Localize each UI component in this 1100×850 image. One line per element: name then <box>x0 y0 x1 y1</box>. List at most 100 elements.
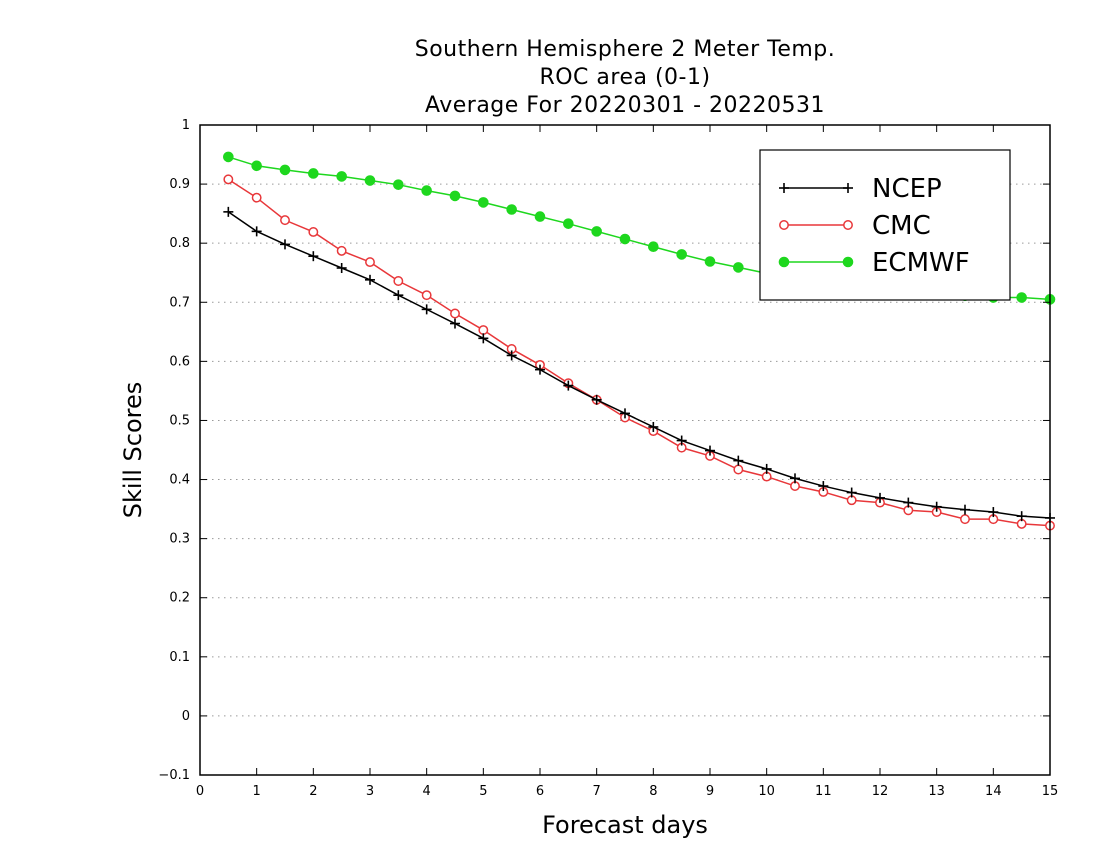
cmc-point <box>280 215 290 226</box>
ecmwf-point <box>534 211 546 222</box>
ecmwf-point <box>648 241 659 253</box>
title-line-2: ROC area (0-1) <box>539 65 711 90</box>
ecmwf-point <box>336 171 347 182</box>
legend-marker <box>778 256 790 268</box>
cmc-point <box>450 308 460 319</box>
x-tick-label: 8 <box>649 784 657 799</box>
ncep-point <box>931 501 942 512</box>
ncep-point <box>676 435 687 446</box>
cmc-point <box>308 227 319 237</box>
y-tick-label: 0.1 <box>169 650 190 665</box>
ncep-point <box>421 304 432 315</box>
ecmwf-point <box>308 168 319 179</box>
x-tick-label: 6 <box>536 784 544 799</box>
legend-entry-ecmwf: ECMWF <box>778 248 970 278</box>
ecmwf-point <box>676 249 687 260</box>
series-ncep <box>223 206 1055 523</box>
x-tick-labels: 0 1 2 3 4 5 6 7 8 9 10 11 12 13 14 15 <box>196 784 1058 799</box>
legend-marker <box>779 220 789 230</box>
axis-ticks <box>199 124 1051 776</box>
x-tick-label: 14 <box>985 784 1002 799</box>
cmc-point <box>336 245 347 256</box>
x-axis-title: Forecast days <box>542 811 708 839</box>
ncep-point <box>903 497 914 508</box>
ncep-point <box>450 318 460 329</box>
ncep-point <box>365 274 375 285</box>
y-tick-label: 0 <box>182 709 190 724</box>
ecmwf-point <box>251 160 262 172</box>
ncep-point <box>705 445 715 456</box>
x-tick-label: 9 <box>706 784 714 799</box>
cmc-point <box>478 325 489 335</box>
ncep-point <box>336 263 347 273</box>
ecmwf-point <box>733 262 744 273</box>
x-tick-label: 15 <box>1042 784 1059 799</box>
title-line-3: Average For 20220301 - 20220531 <box>424 93 826 118</box>
legend-entry-cmc: CMC <box>779 211 931 241</box>
legend-marker <box>779 183 789 193</box>
plot-area-frame <box>199 124 1051 776</box>
y-tick-label: 0.8 <box>169 236 190 251</box>
x-tick-label: 4 <box>423 784 431 799</box>
y-tick-label: 0.6 <box>169 354 190 369</box>
legend: NCEP CMC ECMWF <box>759 149 1011 301</box>
ncep-point <box>506 350 517 361</box>
y-axis-title: Skill Scores <box>119 382 147 519</box>
ecmwf-point <box>563 218 574 229</box>
x-tick-label: 3 <box>366 784 374 799</box>
cmc-point <box>251 192 262 203</box>
legend-marker <box>842 256 854 268</box>
ncep-point <box>591 394 602 405</box>
ncep-point <box>251 226 262 237</box>
ecmwf-point <box>1016 292 1027 303</box>
cmc-point <box>365 257 375 268</box>
y-tick-label: 0.2 <box>169 591 190 606</box>
ecmwf-point <box>364 175 376 186</box>
ncep-point <box>280 239 290 250</box>
legend-marker <box>843 183 853 193</box>
ecmwf-point <box>223 151 234 163</box>
x-tick-label: 7 <box>593 784 601 799</box>
ecmwf-point <box>478 197 489 208</box>
ecmwf-point <box>279 164 291 176</box>
y-tick-label: 1 <box>182 118 190 133</box>
ncep-point <box>1016 511 1027 522</box>
ncep-point <box>846 487 857 498</box>
ncep-point <box>223 206 234 217</box>
y-tick-label: 0.9 <box>169 177 190 192</box>
x-tick-label: 0 <box>196 784 204 799</box>
series-cmc <box>223 174 1055 531</box>
ncep-point <box>790 473 800 484</box>
ncep-point <box>960 504 970 515</box>
y-tick-label: 0.3 <box>169 532 190 547</box>
title-line-1: Southern Hemisphere 2 Meter Temp. <box>414 37 836 62</box>
legend-label: ECMWF <box>872 248 970 278</box>
x-tick-label: 13 <box>928 784 945 799</box>
ncep-point <box>761 463 772 474</box>
ncep-point <box>988 507 999 518</box>
legend-marker <box>843 220 853 230</box>
ecmwf-point <box>704 256 716 267</box>
ncep-point <box>733 455 744 466</box>
cmc-point <box>223 174 234 185</box>
cmc-point <box>421 290 432 301</box>
ncep-point <box>648 421 659 432</box>
ncep-point <box>875 492 885 503</box>
y-tick-label: 0.7 <box>169 295 190 310</box>
x-tick-label: 11 <box>815 784 832 799</box>
ecmwf-point <box>619 233 631 245</box>
ncep-point <box>535 364 545 375</box>
ecmwf-point <box>591 226 602 237</box>
ncep-point <box>478 333 489 344</box>
cmc-point <box>960 514 970 525</box>
y-tick-label: −0.1 <box>158 768 190 783</box>
ncep-point <box>393 290 404 301</box>
y-tick-label: 0.4 <box>169 473 190 488</box>
ncep-point <box>620 408 630 419</box>
legend-label: CMC <box>872 211 931 241</box>
ncep-point <box>818 481 829 492</box>
x-tick-label: 1 <box>253 784 261 799</box>
legend-label: NCEP <box>872 174 942 204</box>
x-tick-label: 10 <box>758 784 775 799</box>
